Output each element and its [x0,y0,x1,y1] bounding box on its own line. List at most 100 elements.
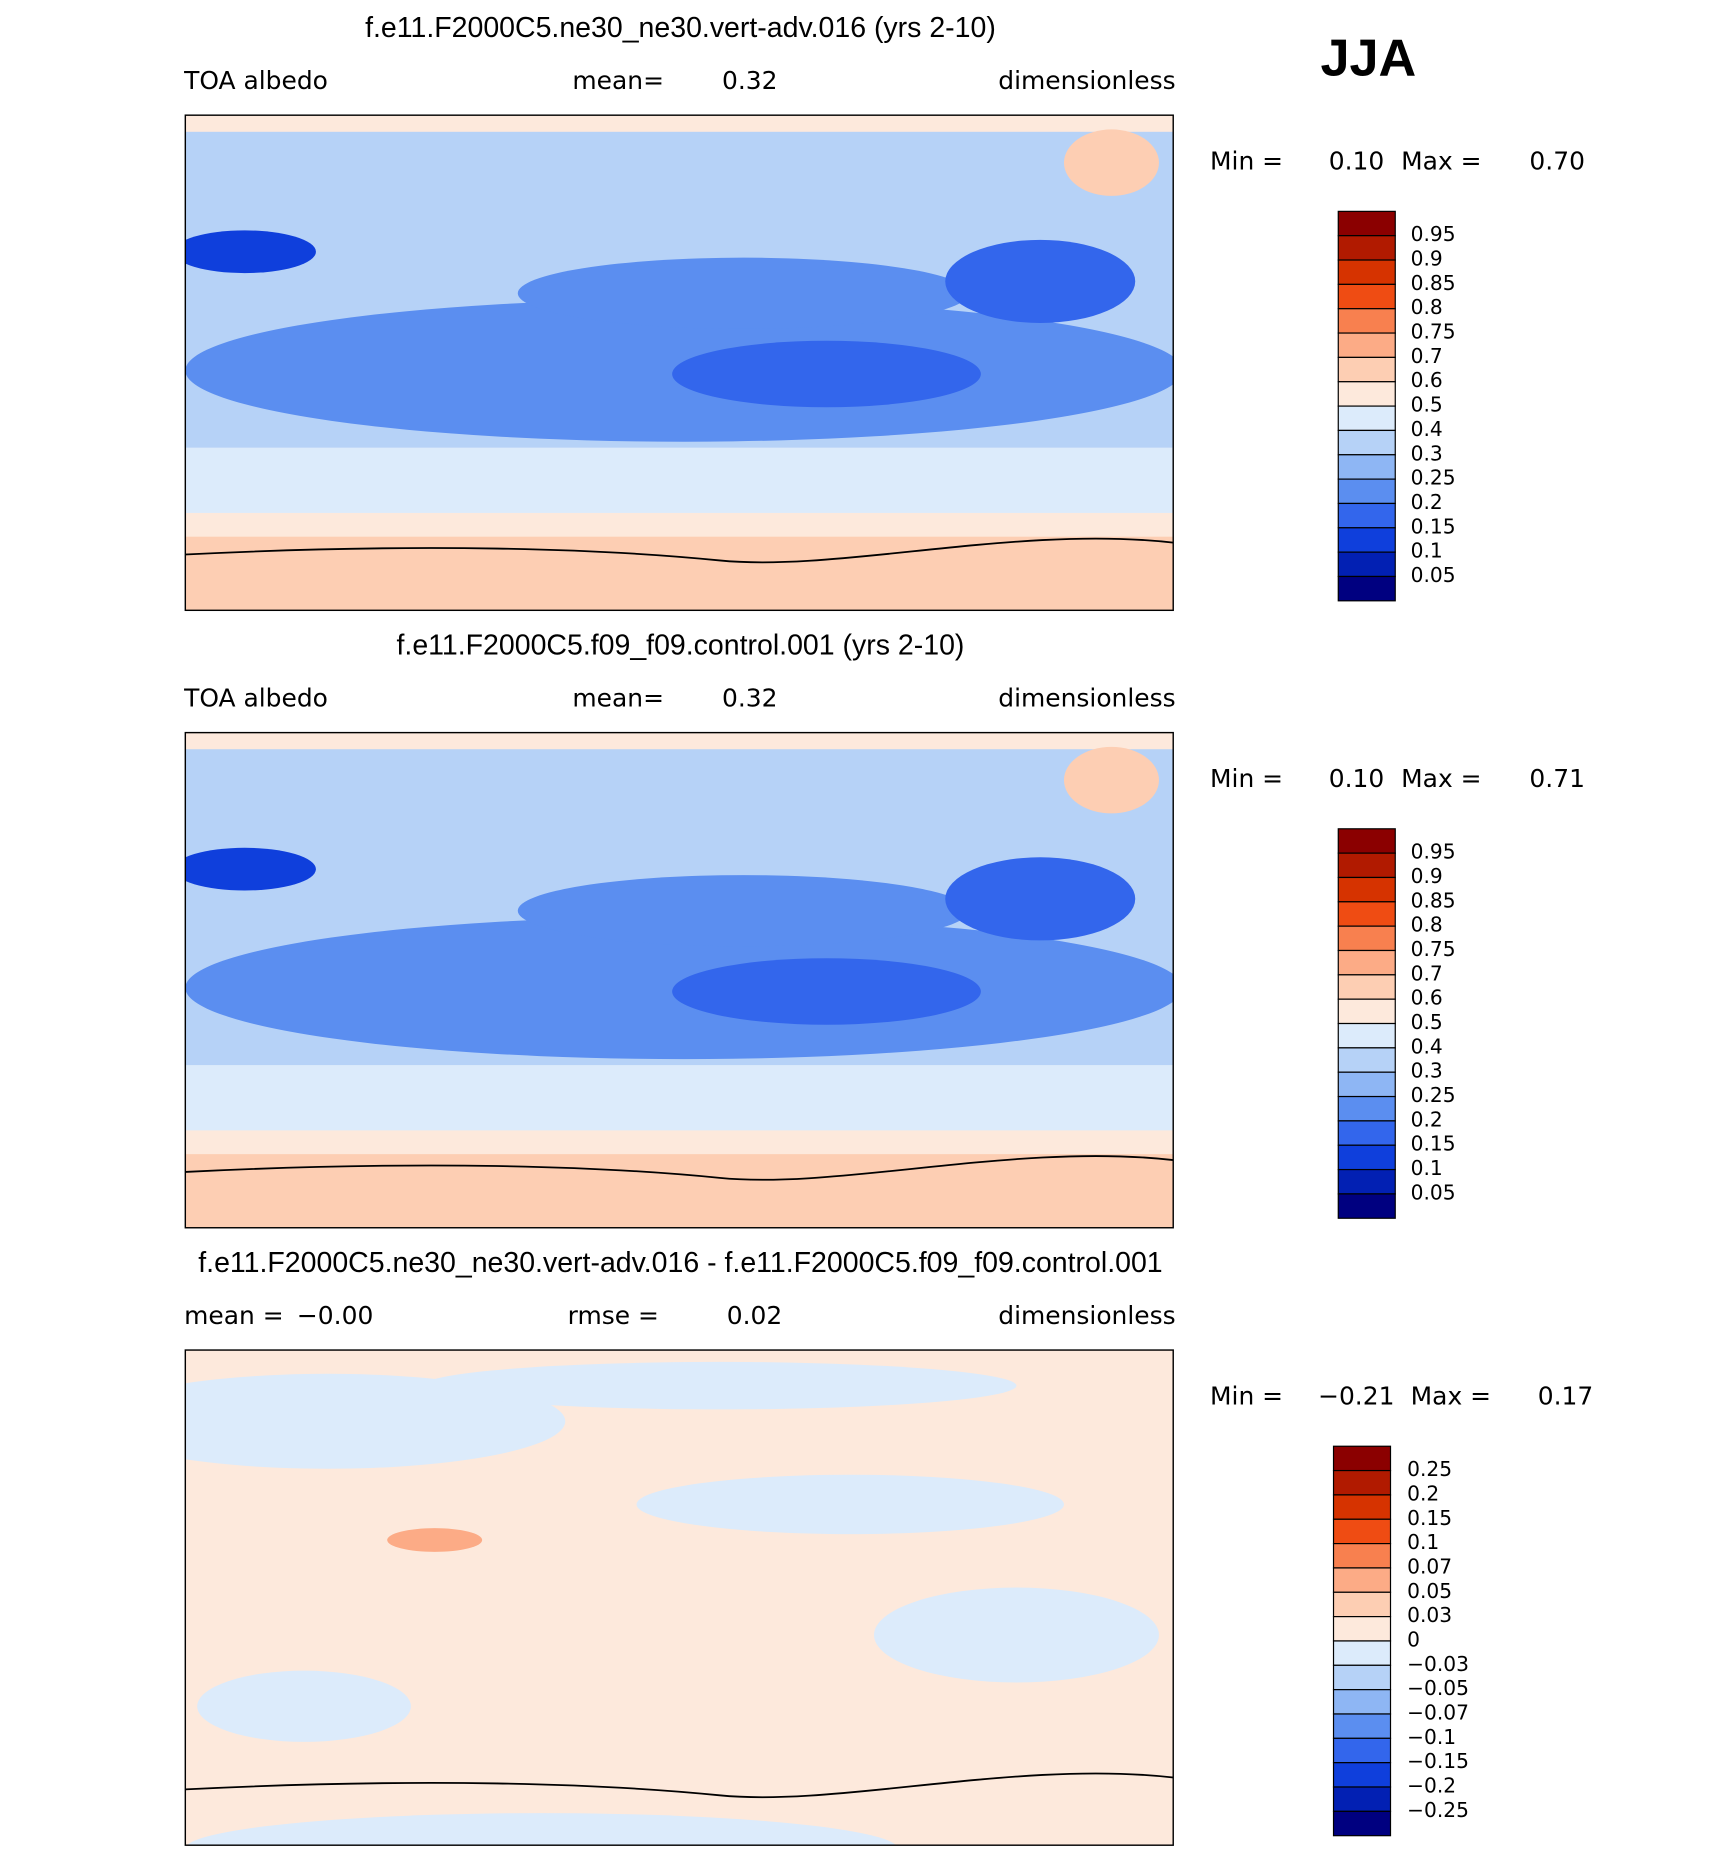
colorbar-label: 0.1 [1407,1530,1439,1554]
colorbar-box [1337,210,1396,237]
colorbar-box [1337,828,1396,854]
colorbar-box [1337,925,1396,952]
field-band [185,1065,1174,1137]
colorbar-box [1332,1713,1392,1739]
colorbar-box [1332,1616,1392,1642]
panel-title: f.e11.F2000C5.ne30_ne30.vert-adv.016 (yr… [365,12,996,44]
min-label: Min = [1210,1382,1283,1411]
colorbar-box [1332,1543,1392,1569]
left-label: TOA albedo [183,66,328,95]
colorbar-label: 0.95 [1411,222,1456,246]
units: dimensionless [998,683,1175,712]
field-blob [636,1474,1064,1535]
colorbar-box [1337,1071,1396,1098]
stat-value: 0.32 [722,683,778,712]
map-field [185,115,1174,611]
colorbar-box [1337,356,1396,383]
colorbar-box [1337,1022,1396,1049]
field-band [185,1154,1174,1228]
map-field [185,732,1174,1228]
colorbar-label: 0.05 [1411,1180,1456,1204]
colorbar-box [1332,1445,1392,1472]
field-blob [873,1587,1159,1683]
colorbar-label: 0.4 [1411,417,1443,441]
colorbar-box [1337,283,1396,310]
min-value: 0.10 [1329,764,1385,793]
max-label: Max = [1411,1382,1491,1411]
coastline [185,537,1174,564]
panel-title: f.e11.F2000C5.f09_f09.control.001 (yrs 2… [396,630,964,662]
coastline [185,1155,1174,1181]
units: dimensionless [998,66,1175,95]
colorbar-label: 0.15 [1411,1132,1456,1156]
field-band [185,732,1174,750]
colorbar-box [1337,429,1396,456]
colorbar-box [1332,1810,1392,1837]
colorbar-label: 0.1 [1411,1156,1443,1180]
colorbar-label: 0.85 [1411,271,1456,295]
colorbar-box [1337,551,1396,578]
colorbar-box [1332,1640,1392,1666]
field-blob [517,257,969,329]
field-blob [672,340,981,408]
colorbar-box [1337,381,1396,407]
season-label: JJA [1320,30,1416,88]
field-blob [945,239,1136,323]
colorbar-box [1337,1144,1396,1171]
min-value: −0.21 [1318,1382,1394,1411]
field-band [185,447,1174,519]
colorbar-label: 0.05 [1411,563,1456,587]
colorbar-box [1337,998,1396,1025]
colorbar-label: 0 [1407,1627,1420,1651]
colorbar-box [1337,974,1396,1000]
min-value: 0.10 [1329,147,1385,176]
panel-title: f.e11.F2000C5.ne30_ne30.vert-adv.016 - f… [198,1247,1162,1279]
field-blob [672,958,981,1025]
stat-value: 0.32 [722,66,778,95]
colorbar-box [1332,1591,1392,1618]
field-blob [187,1813,896,1846]
colorbar-label: 0.95 [1411,840,1456,864]
colorbar-label: 0.5 [1411,393,1443,417]
colorbar-box [1337,949,1396,976]
colorbar-label: −0.15 [1407,1749,1469,1773]
colorbar-box [1337,259,1396,285]
max-value: 0.71 [1529,764,1585,793]
colorbar-box [1337,308,1396,334]
colorbar-label: 0.85 [1411,888,1456,912]
colorbar-label: 0.07 [1407,1554,1452,1578]
colorbar-box [1332,1494,1392,1520]
colorbar-label: 0.9 [1411,864,1443,888]
colorbar-label: −0.03 [1407,1652,1469,1676]
map-frame [184,114,1174,612]
colorbar-box [1337,405,1396,432]
colorbar-label: 0.05 [1407,1579,1452,1603]
field-blob [945,857,1136,941]
colorbar-box [1337,901,1396,927]
colorbar-box [1332,1786,1392,1812]
colorbar-box [1337,454,1396,480]
colorbar-label: 0.6 [1411,986,1443,1010]
colorbar-label: 0.25 [1407,1457,1452,1481]
colorbar-label: −0.25 [1407,1798,1469,1822]
colorbar-label: 0.3 [1411,1059,1443,1083]
colorbar-label: 0.4 [1411,1034,1443,1058]
field-blob [387,1528,483,1552]
colorbar-label: 0.15 [1407,1506,1452,1530]
field-band [185,115,1174,132]
colorbar-label: 0.75 [1411,320,1456,344]
colorbar-label: 0.8 [1411,295,1443,319]
colorbar-label: −0.2 [1407,1774,1456,1798]
field-blob [1063,129,1159,196]
field-blob [1063,746,1159,814]
field-blob [517,875,969,947]
colorbar-label: 0.03 [1407,1603,1452,1627]
max-label: Max = [1401,764,1481,793]
colorbar-label: 0.9 [1411,247,1443,271]
colorbar-box [1337,876,1396,903]
field-blob [185,847,316,891]
units: dimensionless [998,1301,1175,1330]
colorbar-box [1332,1518,1392,1545]
map-frame [184,1349,1174,1846]
